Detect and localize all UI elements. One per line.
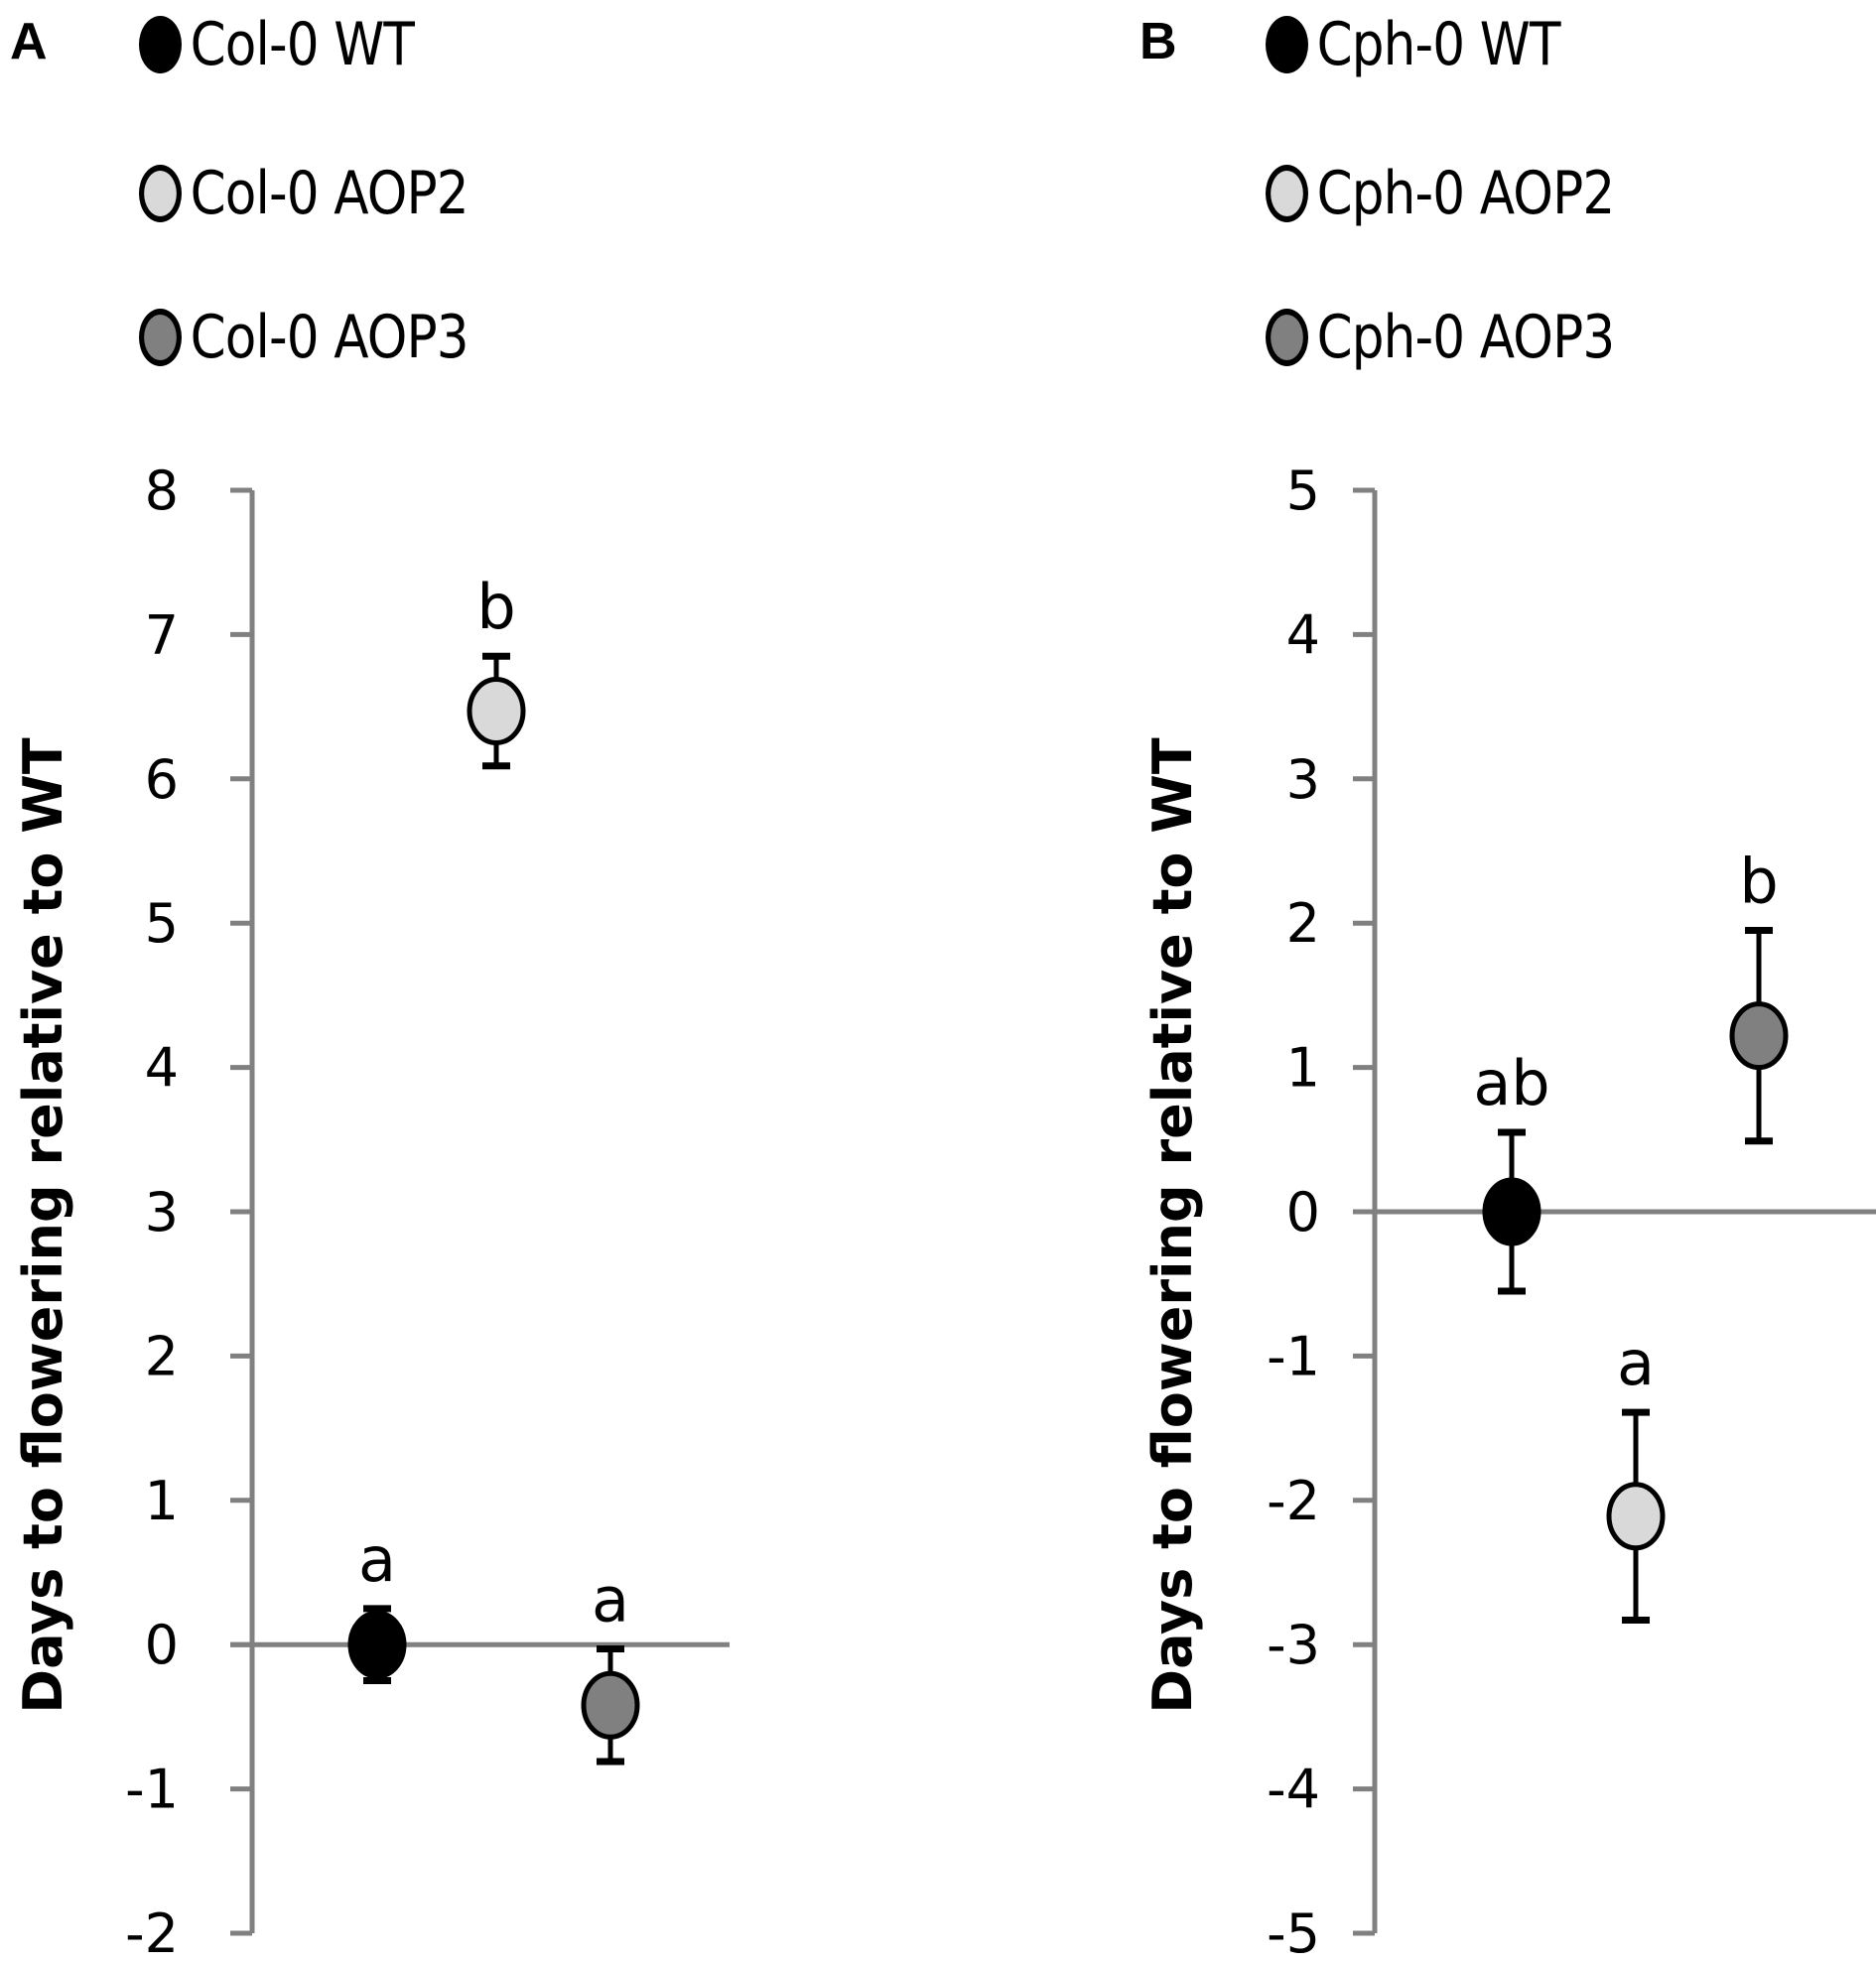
y-tick-label: -1 (125, 1759, 179, 1821)
data-point: b (467, 571, 526, 770)
y-tick-label: 1 (145, 1470, 179, 1532)
light-gray-circle-icon (139, 165, 182, 222)
marker-circle-icon (467, 676, 526, 745)
y-tick-label: 3 (1286, 748, 1320, 811)
y-tick-label: 4 (145, 1037, 179, 1100)
y-tick-label: 6 (145, 748, 179, 811)
legend-label: Col-0 AOP3 (190, 303, 469, 372)
legend-label: Cph-0 AOP3 (1316, 303, 1616, 372)
y-tick-label: 4 (1286, 603, 1320, 666)
marker-circle-icon (1482, 1177, 1541, 1246)
legend-label: Cph-0 WT (1316, 10, 1561, 79)
panel-a: A Col-0 WT Col-0 AOP2 Col-0 AOP3 8 7 6 5 4 3 2… (10, 10, 730, 1963)
y-tick-label: 2 (145, 1325, 179, 1387)
legend-label: Cph-0 AOP2 (1316, 159, 1616, 228)
data-point: b (1729, 845, 1789, 1145)
y-tick-label: -2 (1267, 1470, 1320, 1532)
y-tick-label: -1 (1267, 1325, 1320, 1387)
y-tick-label: 0 (1286, 1181, 1320, 1243)
marker-circle-icon (1729, 1001, 1789, 1071)
y-tick-label: 5 (145, 892, 179, 955)
y-tick-label: 3 (145, 1181, 179, 1243)
significance-label: a (358, 1523, 396, 1596)
panel-b: B Cph-0 WT Cph-0 AOP2 Cph-0 AOP3 5 4 3 2 1 0 -… (1139, 10, 1876, 1963)
y-tick-label: -3 (1267, 1614, 1320, 1676)
y-tick-label: 7 (145, 603, 179, 666)
legend-item-aop3: Col-0 AOP3 (139, 303, 469, 372)
y-tick-label: 0 (145, 1614, 179, 1676)
data-point: a (581, 1564, 640, 1766)
significance-label: a (592, 1564, 629, 1636)
legend-label: Col-0 WT (190, 10, 415, 79)
data-point: a (1606, 1327, 1666, 1624)
filled-circle-icon (1266, 16, 1308, 73)
marker-circle-icon (581, 1670, 640, 1740)
gray-circle-icon (1266, 309, 1308, 366)
y-tick-label: 8 (145, 459, 179, 522)
y-tick-label: 5 (1286, 459, 1320, 522)
y-tick-label: 1 (1286, 1037, 1320, 1100)
y-tick-label: -5 (1267, 1902, 1320, 1963)
y-axis-label: Days to flowering relative to WT (12, 737, 74, 1714)
legend-item-aop2: Col-0 AOP2 (139, 159, 469, 228)
significance-label: b (476, 571, 515, 643)
plot-area: 8 7 6 5 4 3 2 1 0 -1 -2 Days to flowering relative … (12, 459, 730, 1963)
legend-item-wt: Cph-0 WT (1266, 10, 1560, 79)
legend-label: Col-0 AOP2 (190, 159, 469, 228)
data-point: ab (1473, 1047, 1550, 1295)
significance-label: ab (1473, 1047, 1549, 1119)
marker-circle-icon (347, 1610, 407, 1679)
filled-circle-icon (139, 16, 182, 73)
panel-letter: B (1139, 13, 1177, 70)
legend-item-aop2: Cph-0 AOP2 (1266, 159, 1616, 228)
y-tick-label: -4 (1267, 1759, 1320, 1821)
significance-label: a (1617, 1327, 1655, 1399)
light-gray-circle-icon (1266, 165, 1308, 222)
legend-item-wt: Col-0 WT (139, 10, 415, 79)
marker-circle-icon (1606, 1482, 1666, 1551)
significance-label: b (1739, 845, 1778, 917)
y-tick-label: -2 (125, 1902, 179, 1963)
y-axis-label: Days to flowering relative to WT (1141, 737, 1204, 1714)
data-point: a (347, 1523, 407, 1685)
gray-circle-icon (139, 309, 182, 366)
legend-item-aop3: Cph-0 AOP3 (1266, 303, 1616, 372)
panel-letter: A (10, 13, 48, 70)
y-tick-label: 2 (1286, 892, 1320, 955)
